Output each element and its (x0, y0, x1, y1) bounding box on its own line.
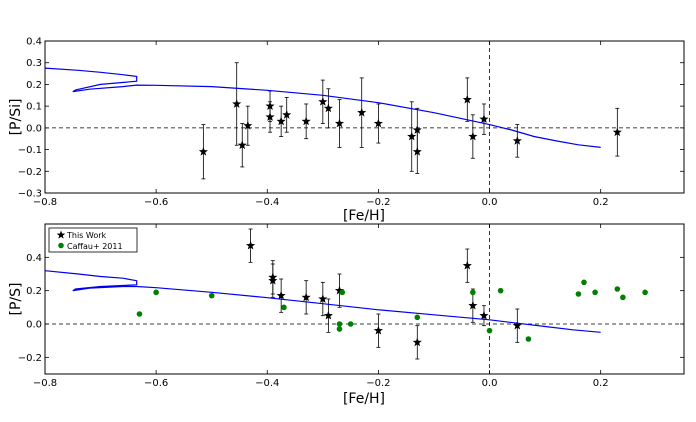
bottom-x-tick-label: 0.0 (482, 378, 498, 389)
top-x-tick-label: −0.6 (144, 197, 168, 208)
bottom-caffau-point (486, 327, 493, 334)
top-y-tick-label: 0.1 (26, 102, 42, 113)
bottom-star-point (318, 294, 328, 303)
top-y-tick-label: 0.2 (26, 80, 42, 91)
legend-caffau-label: Caffau+ 2011 (67, 242, 123, 251)
top-x-axis-label: [Fe/H] (343, 208, 385, 224)
bottom-caffau-point (581, 279, 587, 286)
top-y-tick-label: −0.2 (18, 167, 42, 178)
bottom-caffau-point (525, 336, 532, 342)
bottom-caffau-point (414, 314, 421, 321)
bottom-caffau-point (339, 289, 346, 296)
bottom-caffau-point (336, 321, 343, 327)
top-star-point (282, 110, 292, 119)
bottom-caffau-point (153, 289, 159, 296)
top-y-tick-label: 0.3 (26, 58, 42, 69)
bottom-star-point (246, 240, 256, 250)
top-star-point (232, 99, 242, 108)
top-star-point (412, 125, 422, 134)
top-star-point (357, 107, 367, 117)
bottom-x-tick-label: 0.2 (593, 378, 609, 389)
top-star-point (323, 103, 333, 113)
bottom-star-point (323, 310, 333, 320)
bottom-x-tick-label: −0.6 (144, 378, 168, 389)
bottom-panel: −0.8 −0.6 −0.4 −0.2 0.0 0.2 −0.2 0.0 0.2 0.4 [Fe/… (8, 223, 685, 407)
bottom-star-point (301, 292, 311, 302)
top-y-tick-label: 0.0 (26, 123, 42, 134)
top-star-point (479, 114, 489, 124)
bottom-caffau-point (470, 289, 476, 296)
bottom-caffau-point (281, 304, 287, 311)
top-star-point (243, 120, 253, 130)
bottom-caffau-point (136, 311, 143, 317)
top-star-point (512, 136, 522, 145)
bottom-star-point (412, 337, 422, 347)
top-y-tick-label: 0.4 (26, 37, 42, 48)
bottom-caffau-point (592, 289, 598, 296)
bottom-caffau-point (642, 289, 648, 296)
bottom-x-tick-label: −0.2 (366, 378, 390, 389)
top-star-point (468, 131, 478, 141)
bottom-star-point (479, 310, 489, 320)
bottom-star-point (512, 320, 522, 330)
bottom-star-point (468, 300, 478, 310)
legend-star-shape (56, 230, 66, 239)
bottom-star-point (268, 275, 278, 285)
bottom-caffau-point (614, 286, 621, 292)
legend-this-work-label: This Work (66, 231, 107, 240)
bottom-star-point (334, 285, 345, 295)
bottom-y-tick-label: 0.2 (26, 286, 42, 297)
bottom-y-axis-label: [P/S] (8, 283, 24, 316)
bottom-caffau-point (336, 326, 343, 332)
top-star-point (265, 112, 275, 121)
top-x-tick-label: 0.0 (482, 197, 498, 208)
legend: This Work Caffau+ 2011 (48, 227, 138, 253)
top-x-tick-label: −0.8 (33, 197, 57, 208)
top-x-tick-label: −0.4 (255, 197, 279, 208)
top-star-point (198, 146, 208, 156)
legend-caffau-marker (58, 242, 64, 249)
bottom-caffau-point (497, 287, 504, 294)
bottom-y-tick-label: 0.0 (26, 320, 42, 331)
top-star-point (276, 116, 286, 126)
top-y-tick-label: −0.3 (18, 189, 42, 200)
top-star-point (373, 118, 383, 128)
top-x-tick-label: 0.2 (593, 197, 609, 208)
bottom-star-point (373, 325, 383, 335)
top-star-point (334, 118, 345, 128)
bottom-x-tick-label: −0.8 (33, 378, 57, 389)
bottom-model-line (44, 270, 601, 333)
bottom-star-point (276, 290, 286, 300)
top-axes-frame (44, 40, 685, 194)
top-star-point (301, 116, 311, 126)
top-star-point (407, 131, 417, 141)
bottom-x-tick-label: −0.4 (255, 378, 279, 389)
legend-this-work-marker (56, 230, 66, 239)
top-ticks: −0.8 −0.6 −0.4 −0.2 0.0 0.2 −0.3 −0.2 −0.1 0.0 0.1… (18, 37, 684, 208)
top-panel: −0.8 −0.6 −0.4 −0.2 0.0 0.2 −0.3 −0.2 −0.1 0.0 0.1… (8, 37, 685, 224)
top-y-tick-label: −0.1 (18, 145, 42, 156)
top-star-point (462, 94, 472, 104)
top-star-point (612, 127, 622, 137)
bottom-x-axis-label: [Fe/H] (343, 391, 385, 407)
bottom-caffau-point (575, 291, 582, 297)
top-y-axis-label: [P/Si] (8, 99, 24, 136)
top-model-line (44, 67, 601, 148)
bottom-star-point (462, 260, 472, 270)
top-star-point (237, 140, 247, 150)
top-x-tick-label: −0.2 (366, 197, 390, 208)
legend-box (48, 227, 138, 253)
bottom-y-tick-label: 0.4 (26, 253, 42, 264)
bottom-caffau-point (347, 321, 354, 327)
bottom-caffau-point (620, 294, 626, 301)
bottom-ticks: −0.8 −0.6 −0.4 −0.2 0.0 0.2 −0.2 0.0 0.2 0.4 (18, 224, 684, 389)
bottom-y-tick-label: −0.2 (18, 353, 42, 364)
bottom-axes-frame (44, 223, 685, 375)
top-plot-area (44, 41, 684, 193)
top-star-point (318, 97, 328, 106)
bottom-plot-area (44, 224, 684, 374)
bottom-caffau-point (208, 292, 215, 299)
